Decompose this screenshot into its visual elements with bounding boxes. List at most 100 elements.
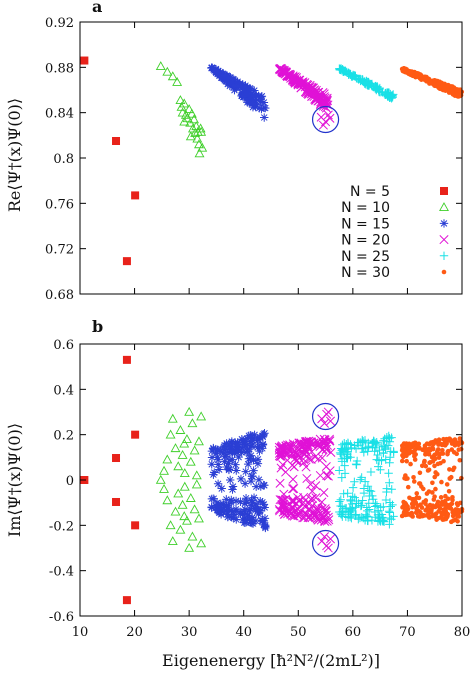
data-point [302, 473, 312, 484]
data-point [260, 113, 269, 122]
data-point [244, 89, 254, 98]
data-point [286, 509, 296, 519]
data-point [413, 500, 419, 506]
data-point [288, 474, 298, 484]
panel-a-frame [79, 21, 463, 295]
data-point [185, 456, 196, 466]
data-point [407, 445, 413, 451]
data-point [436, 438, 442, 443]
data-point [384, 469, 393, 478]
data-point [277, 495, 287, 505]
data-point [214, 500, 223, 509]
data-point [247, 518, 257, 528]
data-point [196, 411, 207, 421]
data-point [339, 447, 348, 456]
data-point [216, 499, 226, 509]
data-point [436, 504, 441, 509]
data-point [346, 69, 355, 79]
data-point [311, 481, 321, 491]
data-point [410, 441, 416, 446]
data-point [370, 447, 379, 456]
data-point [247, 440, 257, 450]
data-point [384, 507, 394, 516]
data-point [342, 453, 351, 463]
data-point [291, 456, 301, 466]
data-point [344, 70, 353, 80]
x-tick-label: 40 [235, 625, 252, 640]
data-point [419, 77, 424, 82]
data-point [357, 473, 366, 482]
data-point [378, 513, 387, 522]
data-point [257, 104, 266, 114]
data-point [418, 72, 423, 77]
data-point [122, 596, 131, 605]
data-point [260, 429, 269, 438]
data-point [213, 479, 223, 488]
data-point [363, 482, 373, 491]
data-point [298, 454, 309, 464]
data-point [338, 440, 347, 449]
data-point [179, 481, 190, 491]
data-point [441, 436, 446, 442]
data-point [315, 470, 325, 481]
data-point [323, 407, 333, 417]
data-point [191, 479, 202, 489]
data-point [210, 66, 219, 75]
data-point [209, 494, 218, 503]
data-point [450, 84, 455, 89]
data-point [177, 449, 188, 459]
data-point [426, 515, 432, 520]
data-point [449, 447, 455, 452]
data-point [159, 465, 170, 475]
data-point [359, 448, 369, 457]
data-point [279, 499, 289, 509]
data-point [371, 81, 380, 91]
data-point [433, 486, 438, 492]
data-point [288, 447, 299, 457]
data-point [380, 434, 389, 443]
data-point [320, 93, 330, 103]
data-point [386, 502, 395, 511]
data-point [187, 531, 198, 541]
data-point [454, 507, 460, 513]
data-point [374, 506, 383, 515]
data-point [232, 515, 241, 524]
data-point [339, 67, 348, 76]
data-point [170, 506, 181, 516]
data-point [307, 83, 317, 94]
data-point [212, 506, 222, 515]
data-point [445, 82, 451, 88]
data-point [293, 504, 303, 515]
data-point [213, 453, 222, 462]
data-point [411, 497, 417, 502]
data-point [220, 71, 229, 80]
data-point [381, 495, 391, 505]
data-point [408, 461, 413, 467]
data-point [438, 451, 444, 456]
data-point [375, 83, 385, 93]
data-point [189, 114, 200, 124]
data-point [362, 511, 372, 521]
data-point [238, 436, 248, 445]
y-tick-label: 0.4 [53, 383, 74, 398]
data-point [402, 502, 408, 508]
data-point [231, 460, 240, 469]
data-point [430, 503, 436, 509]
data-point [248, 99, 257, 108]
data-point [313, 502, 323, 513]
data-point [296, 80, 306, 90]
data-point [451, 511, 457, 517]
data-point [246, 85, 255, 94]
data-point [432, 78, 437, 83]
data-point [222, 495, 231, 504]
data-point [255, 432, 264, 442]
data-point [417, 470, 423, 476]
y-tick-label: -0.4 [49, 565, 74, 580]
data-point [348, 483, 358, 492]
data-point [230, 449, 239, 458]
data-point [195, 123, 206, 133]
y-tick-label: 0.92 [45, 16, 74, 31]
data-point [177, 499, 188, 509]
data-point [456, 441, 461, 446]
data-point [247, 472, 257, 481]
